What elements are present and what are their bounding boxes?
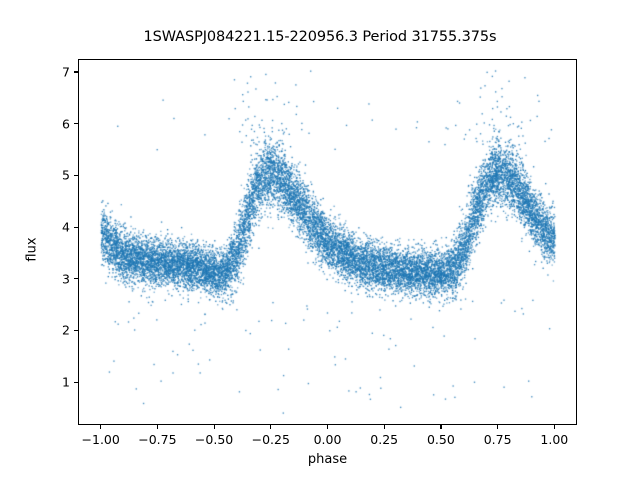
x-tick-label: 0.25 (370, 432, 399, 447)
x-tick-label: −0.25 (251, 432, 290, 447)
x-tick-label: −0.75 (138, 432, 177, 447)
y-tick-mark (74, 226, 78, 228)
x-tick-label: −1.00 (81, 432, 120, 447)
x-tick-mark (553, 425, 555, 429)
x-tick-mark (497, 425, 499, 429)
x-tick-label: 0.00 (313, 432, 342, 447)
y-tick-mark (74, 123, 78, 125)
y-tick-label: 4 (62, 219, 70, 235)
y-tick-label: 5 (62, 167, 70, 183)
y-tick-mark (74, 174, 78, 176)
chart-title: 1SWASPJ084221.15-220956.3 Period 31755.3… (143, 29, 497, 45)
x-tick-label: 0.50 (426, 432, 455, 447)
x-tick-label: 0.75 (483, 432, 512, 447)
x-axis-label: phase (307, 452, 348, 467)
y-tick-label: 3 (62, 271, 70, 287)
y-tick-mark (74, 71, 78, 73)
x-tick-mark (327, 425, 329, 429)
y-tick-label: 1 (62, 374, 70, 390)
y-tick-label: 6 (62, 116, 70, 132)
x-tick-label: −0.50 (194, 432, 234, 447)
y-tick-mark (74, 329, 78, 331)
x-tick-mark (156, 425, 158, 429)
y-tick-label: 7 (62, 64, 70, 80)
x-tick-mark (213, 425, 215, 429)
x-tick-mark (270, 425, 272, 429)
x-tick-mark (100, 425, 102, 429)
y-tick-mark (74, 381, 78, 383)
scatter-plot-points (79, 60, 576, 424)
x-tick-mark (383, 425, 385, 429)
x-tick-mark (440, 425, 442, 429)
y-tick-mark (74, 278, 78, 280)
plot-area (78, 59, 577, 425)
y-tick-label: 2 (62, 322, 70, 338)
x-tick-label: 1.00 (540, 432, 569, 447)
y-axis-label: flux (24, 237, 40, 262)
